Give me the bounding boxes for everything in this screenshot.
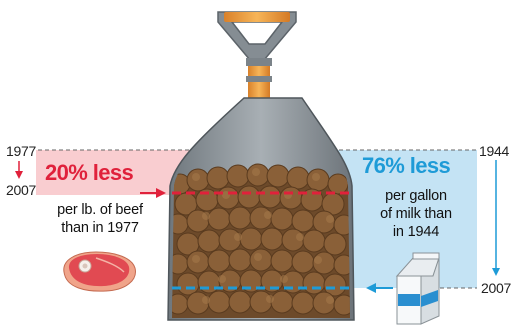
milk-start-year: 1944	[479, 143, 509, 159]
milk-pointer-arrow	[366, 283, 393, 293]
milk-year-arrow	[492, 160, 500, 276]
beef-start-year: 1977	[6, 143, 36, 159]
beef-headline: 20% less	[45, 160, 134, 185]
shovel-grip-bar	[224, 12, 290, 22]
milk-caption-line-3: in 1944	[392, 224, 440, 240]
milk-carton-icon	[395, 252, 440, 325]
milk-caption-line-1: per gallon	[385, 188, 447, 204]
manure-pile	[172, 163, 350, 318]
beef-caption: per lb. of beef than in 1977	[40, 201, 160, 237]
milk-caption-line-2: of milk than	[380, 206, 452, 222]
beef-pointer-arrow	[140, 188, 166, 198]
steak-icon	[63, 251, 136, 292]
milk-caption: per gallon of milk than in 1944	[360, 187, 472, 241]
beef-caption-line-1: per lb. of beef	[57, 202, 143, 218]
beef-year-arrow	[15, 161, 23, 179]
milk-end-year: 2007	[481, 280, 511, 296]
beef-end-year: 2007	[6, 182, 36, 198]
beef-caption-line-2: than in 1977	[61, 220, 139, 236]
milk-headline: 76% less	[362, 153, 451, 178]
